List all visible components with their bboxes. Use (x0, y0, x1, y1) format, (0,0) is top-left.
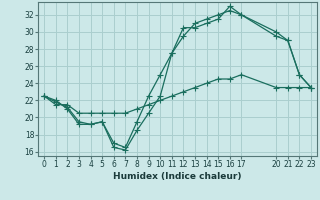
X-axis label: Humidex (Indice chaleur): Humidex (Indice chaleur) (113, 172, 242, 181)
